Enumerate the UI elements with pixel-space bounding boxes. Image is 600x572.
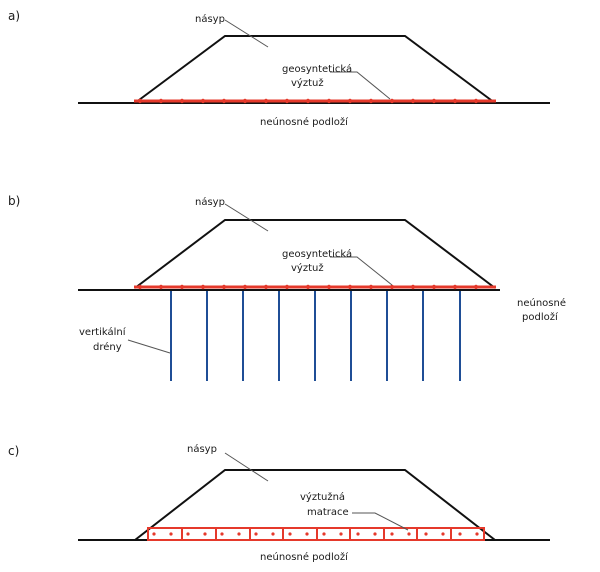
geo-node <box>200 284 206 290</box>
panel-c-mattress-label-2: matrace <box>307 507 349 518</box>
panel-a-embankment <box>134 35 496 104</box>
geo-node <box>284 284 290 290</box>
panel-b-geo-leader <box>330 256 393 286</box>
geo-node <box>263 98 269 104</box>
panel-b-drains-label-2: drény <box>93 341 122 353</box>
mattress-node <box>458 532 462 536</box>
mattress-node <box>254 532 258 536</box>
geo-node <box>137 284 143 290</box>
geo-node <box>326 284 332 290</box>
geo-node <box>305 98 311 104</box>
panel-c: c) násyp výztužná matrace neúnosné podlo… <box>8 443 550 563</box>
geo-node <box>221 98 227 104</box>
panel-c-fill-label: násyp <box>187 443 217 455</box>
geo-node <box>389 98 395 104</box>
geo-node <box>158 98 164 104</box>
panel-a-geo-dots <box>137 98 479 104</box>
mattress-node <box>271 532 275 536</box>
panel-b-geo-dots <box>137 284 479 290</box>
panel-a-geo-label-1: geosyntetická <box>282 63 352 75</box>
mattress-node <box>441 532 445 536</box>
geo-node <box>410 284 416 290</box>
geo-node <box>305 284 311 290</box>
mattress-node <box>356 532 360 536</box>
geo-node <box>179 98 185 104</box>
panel-b-vertical-drains <box>170 291 461 381</box>
mattress-node <box>288 532 292 536</box>
geo-node <box>347 98 353 104</box>
panel-a-fill-leader <box>224 19 269 48</box>
panel-b-drains-label-1: vertikální <box>79 326 127 338</box>
mattress-node <box>237 532 241 536</box>
mattress-node <box>169 532 173 536</box>
geo-node <box>326 98 332 104</box>
panel-a-geo-leader <box>330 71 391 100</box>
panel-c-fill-leader <box>224 452 269 482</box>
geo-node <box>431 284 437 290</box>
geo-node <box>200 98 206 104</box>
geo-node <box>242 98 248 104</box>
geo-node <box>431 98 437 104</box>
geo-node <box>284 98 290 104</box>
panel-b-drains-leader <box>127 339 171 354</box>
panel-b-fill-leader <box>224 203 269 232</box>
panel-c-subsoil-label: neúnosné podloží <box>260 551 349 563</box>
mattress-node <box>424 532 428 536</box>
panel-b-subsoil-label-2: podloží <box>522 311 559 323</box>
panel-b-subsoil-label-1: neúnosné <box>517 297 566 309</box>
geo-node <box>368 284 374 290</box>
geo-node <box>410 98 416 104</box>
geo-node <box>242 284 248 290</box>
geo-node <box>389 284 395 290</box>
geo-node <box>221 284 227 290</box>
geo-node <box>137 98 143 104</box>
panel-c-embankment <box>134 469 496 541</box>
panel-a-geo-label-2: výztuž <box>291 77 324 89</box>
geo-node <box>368 98 374 104</box>
panel-b: b) násyp geosyntetická výztuž neúnosné p… <box>8 194 566 381</box>
panel-c-mattress-label-1: výztužná <box>300 491 345 503</box>
mattress-node <box>390 532 394 536</box>
mattress-node <box>186 532 190 536</box>
mattress-node <box>475 532 479 536</box>
panel-c-mattress-leader <box>352 512 409 531</box>
geo-node <box>452 98 458 104</box>
panel-a-letter: a) <box>8 9 20 23</box>
panel-a: a) násyp geosyntetická výztuž neúnosné p… <box>8 9 550 128</box>
mattress-node <box>339 532 343 536</box>
geo-node <box>473 98 479 104</box>
geo-node <box>452 284 458 290</box>
geo-node <box>473 284 479 290</box>
panel-b-embankment <box>134 219 496 289</box>
panel-b-geo-label-2: výztuž <box>291 262 324 274</box>
mattress-node <box>322 532 326 536</box>
panel-c-mattress-cells <box>152 528 479 540</box>
mattress-node <box>203 532 207 536</box>
panel-a-fill-label: násyp <box>195 13 225 25</box>
geo-node <box>179 284 185 290</box>
mattress-node <box>305 532 309 536</box>
panel-a-subsoil-label: neúnosné podloží <box>260 116 349 128</box>
panel-b-geo-label-1: geosyntetická <box>282 248 352 260</box>
panel-b-letter: b) <box>8 194 20 208</box>
mattress-node <box>373 532 377 536</box>
panel-b-fill-label: násyp <box>195 196 225 208</box>
mattress-node <box>152 532 156 536</box>
mattress-node <box>220 532 224 536</box>
geo-node <box>347 284 353 290</box>
geo-node <box>158 284 164 290</box>
geo-node <box>263 284 269 290</box>
panel-c-letter: c) <box>8 444 19 458</box>
mattress-node <box>407 532 411 536</box>
